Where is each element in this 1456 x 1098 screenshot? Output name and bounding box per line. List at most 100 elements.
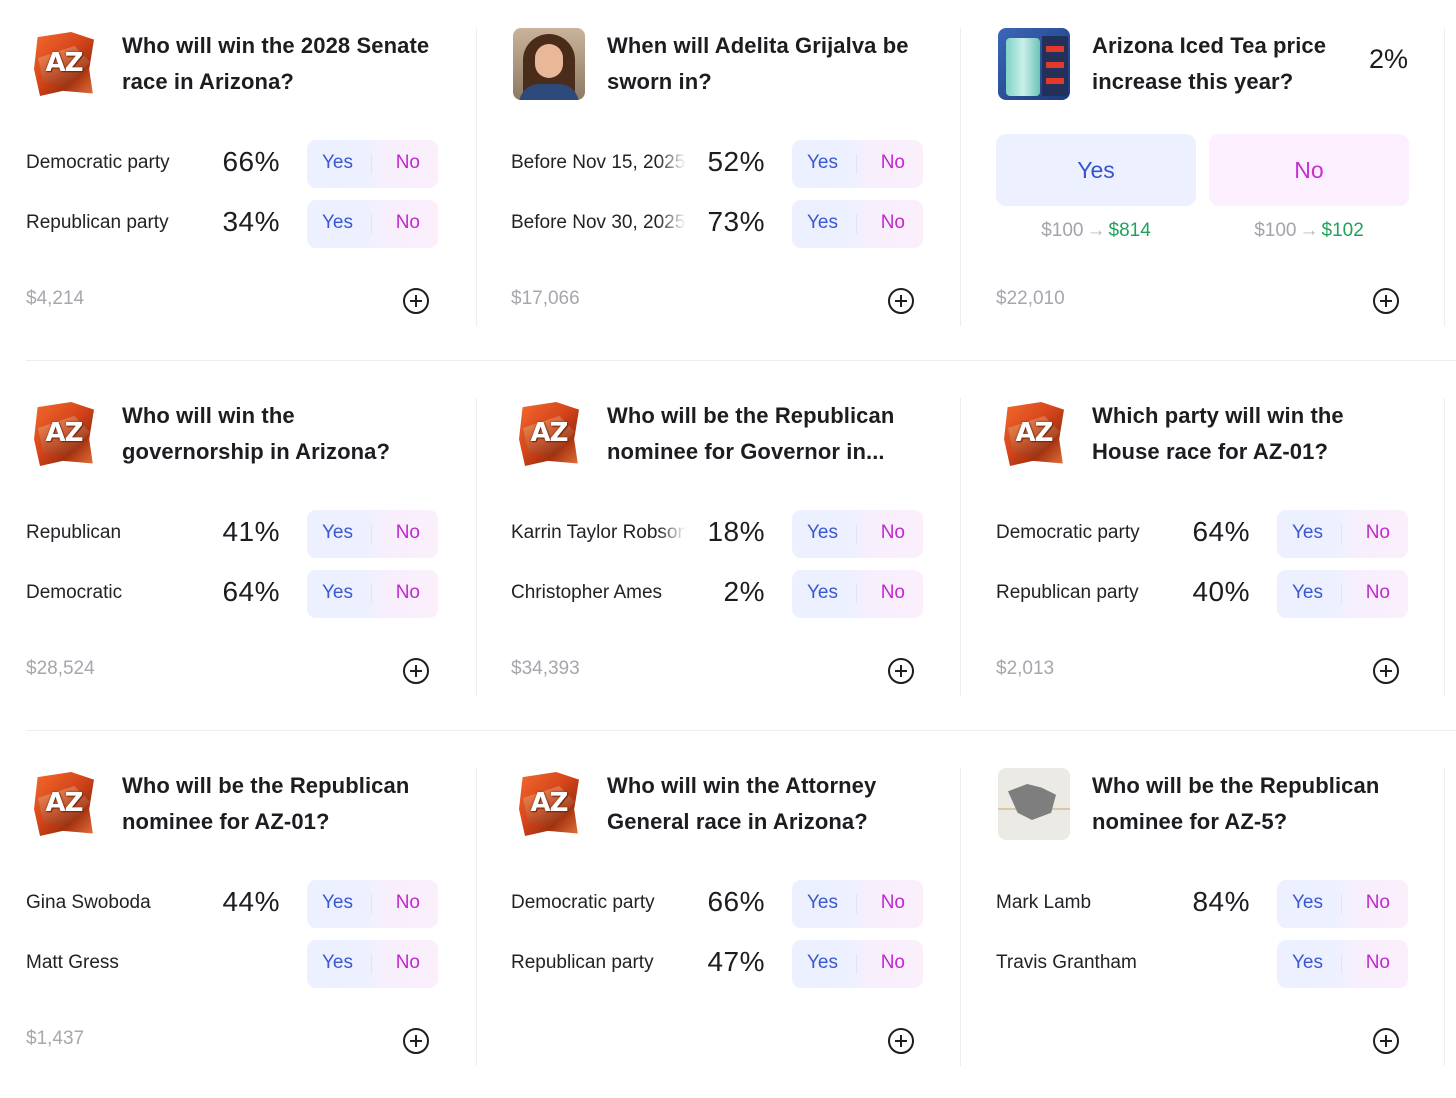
market-title[interactable]: Which party will win the House race for … — [1092, 403, 1344, 464]
market-title[interactable]: Who will win the Attorney General race i… — [607, 773, 877, 834]
yes-button[interactable]: Yes — [1292, 582, 1323, 603]
outcome-name: Democratic — [26, 582, 123, 603]
row-divider — [26, 360, 1456, 361]
outcome-probability: 66% — [707, 886, 765, 917]
market-header[interactable]: When will Adelita Grijalva be sworn in? — [511, 26, 951, 106]
market-volume: $4,214 — [26, 288, 85, 309]
yes-button[interactable]: Yes — [322, 212, 353, 233]
market-card[interactable]: AZ Who will win the Attorney General rac… — [511, 766, 981, 1098]
market-card[interactable]: Who will be the Republican nominee for A… — [996, 766, 1456, 1098]
market-card[interactable]: AZ Who will win the governorship in Ariz… — [26, 396, 496, 736]
iced-tea-image — [998, 28, 1070, 100]
market-card[interactable]: Arizona Iced Tea price increase this yea… — [996, 26, 1456, 366]
market-header[interactable]: AZ Who will win the 2028 Senate race in … — [26, 26, 466, 106]
plus-circle-icon[interactable] — [1373, 658, 1399, 684]
district-map-image — [998, 768, 1070, 840]
plus-circle-icon[interactable] — [888, 1028, 914, 1054]
no-button[interactable]: No — [395, 152, 420, 173]
market-chance: 2% — [1368, 44, 1408, 74]
market-header[interactable]: AZ Which party will win the House race f… — [996, 396, 1436, 476]
buy-yes-button[interactable]: Yes — [996, 134, 1196, 206]
yes-no-toggle: Yes No — [792, 880, 923, 928]
no-button[interactable]: No — [880, 892, 905, 913]
yes-button[interactable]: Yes — [322, 892, 353, 913]
az-logo-image: AZ — [513, 768, 585, 840]
yes-button[interactable]: Yes — [807, 522, 838, 543]
market-header[interactable]: AZ Who will be the Republican nominee fo… — [26, 766, 466, 846]
column-divider — [1444, 768, 1445, 1066]
no-button[interactable]: No — [880, 582, 905, 603]
market-header[interactable]: AZ Who will win the Attorney General rac… — [511, 766, 951, 846]
plus-circle-icon[interactable] — [888, 658, 914, 684]
outcome-probability: 66% — [222, 146, 280, 177]
plus-circle-icon[interactable] — [1373, 1028, 1399, 1054]
market-title[interactable]: Who will be the Republican nominee for A… — [1092, 773, 1380, 834]
plus-circle-icon[interactable] — [403, 288, 429, 314]
outcome-name: Karrin Taylor Robson — [511, 522, 686, 543]
plus-circle-icon[interactable] — [888, 288, 914, 314]
outcome-row: Karrin Taylor Robson 18% Yes No — [511, 510, 923, 558]
no-button[interactable]: No — [1365, 892, 1390, 913]
outcome-row: Travis Grantham Yes No — [996, 940, 1408, 988]
market-card[interactable]: AZ Who will win the 2028 Senate race in … — [26, 26, 496, 366]
yes-button[interactable]: Yes — [1292, 522, 1323, 543]
no-button[interactable]: No — [880, 522, 905, 543]
no-button[interactable]: No — [880, 952, 905, 973]
yes-button[interactable]: Yes — [322, 152, 353, 173]
market-title[interactable]: Arizona Iced Tea price increase this yea… — [1092, 33, 1327, 94]
yes-button[interactable]: Yes — [322, 952, 353, 973]
no-button[interactable]: No — [880, 152, 905, 173]
outcome-row: Republican party 34% Yes No — [26, 200, 438, 248]
yes-no-toggle: Yes No — [307, 570, 438, 618]
no-button[interactable]: No — [880, 212, 905, 233]
no-button[interactable]: No — [395, 952, 420, 973]
no-button[interactable]: No — [395, 212, 420, 233]
market-header[interactable]: Arizona Iced Tea price increase this yea… — [996, 26, 1436, 106]
az-logo-image: AZ — [28, 768, 100, 840]
buy-no-button[interactable]: No — [1209, 134, 1409, 206]
yes-button[interactable]: Yes — [322, 582, 353, 603]
market-card[interactable]: AZ Which party will win the House race f… — [996, 396, 1456, 736]
market-header[interactable]: Who will be the Republican nominee for A… — [996, 766, 1436, 846]
plus-circle-icon[interactable] — [1373, 288, 1399, 314]
outcome-probability: 41% — [222, 516, 280, 547]
outcome-name: Republican — [26, 522, 122, 543]
outcome-probability: 44% — [222, 886, 280, 917]
market-title[interactable]: When will Adelita Grijalva be sworn in? — [607, 33, 909, 94]
outcome-row: Republican 41% Yes No — [26, 510, 438, 558]
no-button[interactable]: No — [1365, 522, 1390, 543]
market-card[interactable]: AZ Who will be the Republican nominee fo… — [511, 396, 981, 736]
market-volume: $28,524 — [26, 658, 95, 679]
plus-circle-icon[interactable] — [403, 1028, 429, 1054]
yes-button[interactable]: Yes — [807, 582, 838, 603]
market-header[interactable]: AZ Who will win the governorship in Ariz… — [26, 396, 466, 476]
no-button[interactable]: No — [1365, 582, 1390, 603]
outcome-probability: 2% — [723, 576, 765, 607]
market-card[interactable]: AZ Who will be the Republican nominee fo… — [26, 766, 496, 1098]
yes-button[interactable]: Yes — [807, 952, 838, 973]
market-title[interactable]: Who will be the Republican nominee for A… — [122, 773, 410, 834]
market-title[interactable]: Who will be the Republican nominee for G… — [607, 403, 895, 464]
yes-button[interactable]: Yes — [1292, 952, 1323, 973]
yes-button[interactable]: Yes — [1292, 892, 1323, 913]
market-title[interactable]: Who will win the 2028 Senate race in Ari… — [122, 33, 430, 94]
outcome-probability: 34% — [222, 206, 280, 237]
no-button[interactable]: No — [1365, 952, 1390, 973]
yes-button[interactable]: Yes — [807, 892, 838, 913]
market-volume: $22,010 — [996, 288, 1065, 309]
market-title[interactable]: Who will win the governorship in Arizona… — [122, 403, 391, 464]
yes-button[interactable]: Yes — [807, 152, 838, 173]
outcome-name: Before Nov 15, 2025 — [511, 152, 686, 173]
yes-no-toggle: Yes No — [792, 200, 923, 248]
az-logo-image: AZ — [998, 398, 1070, 470]
az-logo-image: AZ — [28, 398, 100, 470]
no-button[interactable]: No — [395, 892, 420, 913]
plus-circle-icon[interactable] — [403, 658, 429, 684]
yes-button[interactable]: Yes — [322, 522, 353, 543]
no-button[interactable]: No — [395, 582, 420, 603]
no-button[interactable]: No — [395, 522, 420, 543]
market-header[interactable]: AZ Who will be the Republican nominee fo… — [511, 396, 951, 476]
yes-button[interactable]: Yes — [807, 212, 838, 233]
market-card[interactable]: When will Adelita Grijalva be sworn in? … — [511, 26, 981, 366]
yes-no-toggle: Yes No — [307, 940, 438, 988]
